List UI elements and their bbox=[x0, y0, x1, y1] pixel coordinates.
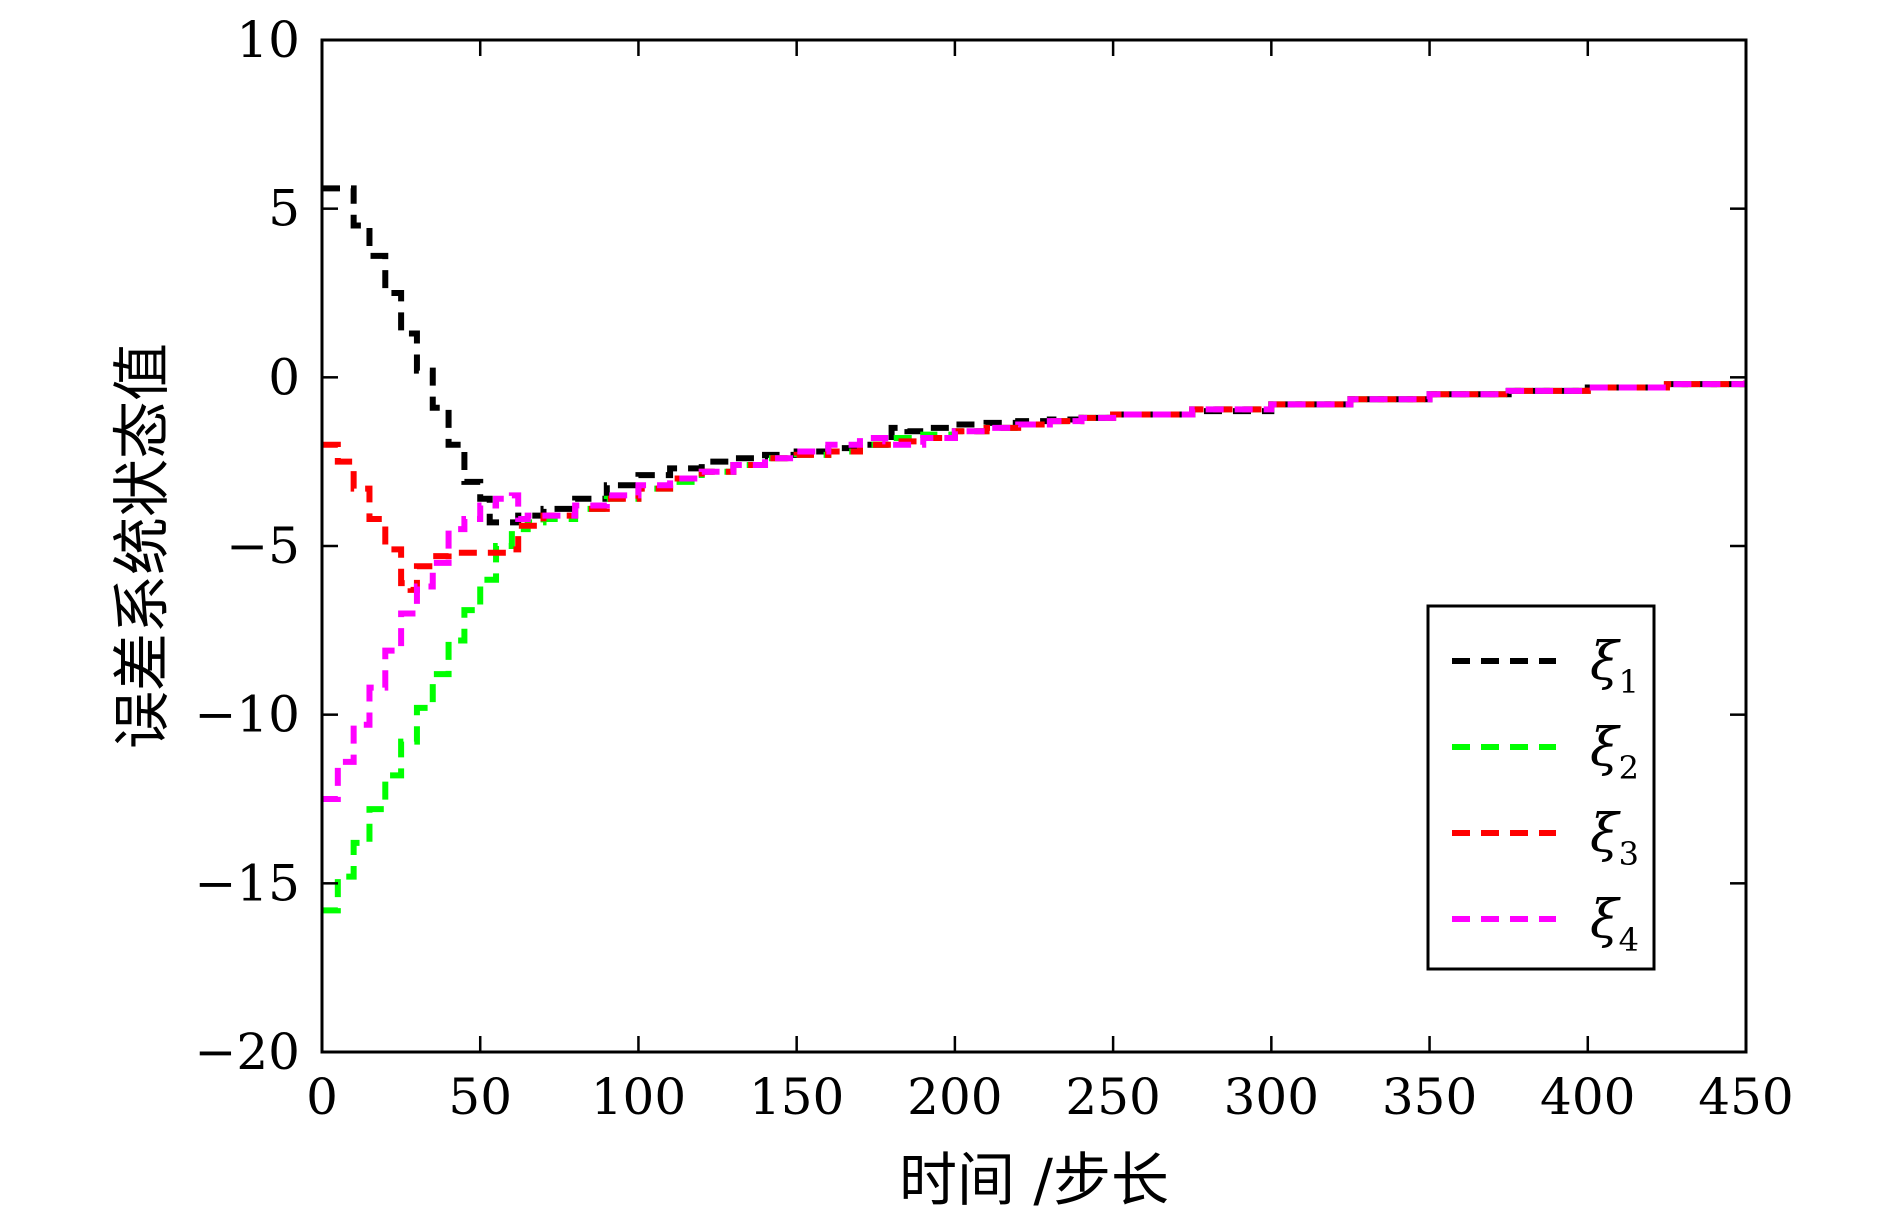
legend-subscript: 1 bbox=[1619, 663, 1639, 701]
y-axis-label: 误差系统状态值 bbox=[108, 343, 176, 749]
legend-label-1: ξ1 bbox=[1590, 632, 1639, 701]
tick-label-layer: 0 50 100 150 200 250 300 350 400 4501050−5−10−15−… bbox=[194, 11, 1793, 1126]
x-tick-label: 50 bbox=[448, 1068, 512, 1126]
x-tick-label: 400 bbox=[1540, 1068, 1635, 1126]
legend-subscript: 3 bbox=[1619, 835, 1639, 873]
legend-symbol: ξ bbox=[1590, 804, 1621, 864]
y-tick-label: 0 bbox=[268, 348, 300, 406]
x-tick-label: 150 bbox=[749, 1068, 844, 1126]
legend-symbol: ξ bbox=[1590, 890, 1621, 950]
series-layer bbox=[322, 185, 1746, 914]
series-line-1 bbox=[322, 185, 1746, 526]
legend-box bbox=[1426, 604, 1656, 971]
legend-symbol: ξ bbox=[1590, 718, 1621, 778]
y-tick-label: −5 bbox=[226, 517, 300, 575]
y-tick-label: −10 bbox=[194, 686, 300, 744]
x-tick-label: 300 bbox=[1224, 1068, 1319, 1126]
y-tick-label: 10 bbox=[236, 11, 300, 69]
legend-label-3: ξ3 bbox=[1590, 804, 1639, 873]
y-tick-label: −15 bbox=[194, 854, 300, 912]
legend-subscript: 2 bbox=[1619, 749, 1639, 787]
legend-subscript: 4 bbox=[1619, 921, 1639, 959]
y-tick-label: −20 bbox=[194, 1023, 300, 1081]
legend-symbol: ξ bbox=[1590, 632, 1621, 692]
x-tick-label: 350 bbox=[1382, 1068, 1477, 1126]
legend-label-2: ξ2 bbox=[1590, 718, 1639, 787]
x-tick-label: 250 bbox=[1065, 1068, 1160, 1126]
series-line-3 bbox=[322, 380, 1746, 593]
legend-label-4: ξ4 bbox=[1590, 890, 1639, 959]
x-tick-label: 0 bbox=[306, 1068, 338, 1126]
x-axis-label: 时间 /步长 bbox=[899, 1146, 1169, 1212]
x-tick-label: 200 bbox=[907, 1068, 1002, 1126]
x-tick-label: 450 bbox=[1698, 1068, 1793, 1126]
tick-layer bbox=[320, 38, 1748, 1054]
x-tick-label: 100 bbox=[591, 1068, 686, 1126]
y-tick-label: 5 bbox=[268, 180, 300, 238]
